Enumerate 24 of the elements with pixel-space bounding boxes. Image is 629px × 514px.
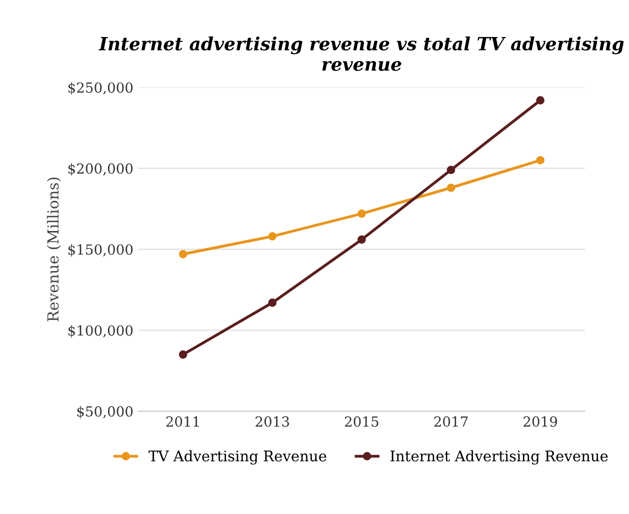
point — [268, 232, 277, 241]
point — [446, 184, 456, 192]
point — [358, 210, 366, 218]
point — [268, 298, 277, 307]
point — [178, 350, 188, 359]
point — [536, 156, 544, 164]
y-axis-title: Revenue (Millions) — [46, 178, 61, 322]
y-tick-label: $150,000 — [68, 244, 133, 257]
point — [358, 235, 366, 244]
y-tick-label: $250,000 — [68, 82, 133, 95]
point — [178, 250, 188, 258]
y-tick-label: $50,000 — [77, 406, 133, 419]
chart-title: Internet advertising revenue vs total TV advertising revenue — [98, 36, 624, 71]
x-tick-label: 2019 — [524, 416, 558, 427]
legend-label: TV Advertising Revenue — [148, 450, 326, 465]
x-tick-label: 2011 — [166, 416, 199, 427]
x-tick-label: 2013 — [256, 416, 289, 427]
y-tick-label: $200,000 — [68, 163, 133, 176]
point — [446, 166, 456, 174]
x-tick-label: 2015 — [344, 416, 378, 427]
point — [536, 96, 544, 104]
y-tick-label: $100,000 — [68, 324, 133, 338]
legend-label: Internet Advertising Revenue — [390, 450, 608, 465]
x-tick-label: 2017 — [434, 416, 468, 427]
